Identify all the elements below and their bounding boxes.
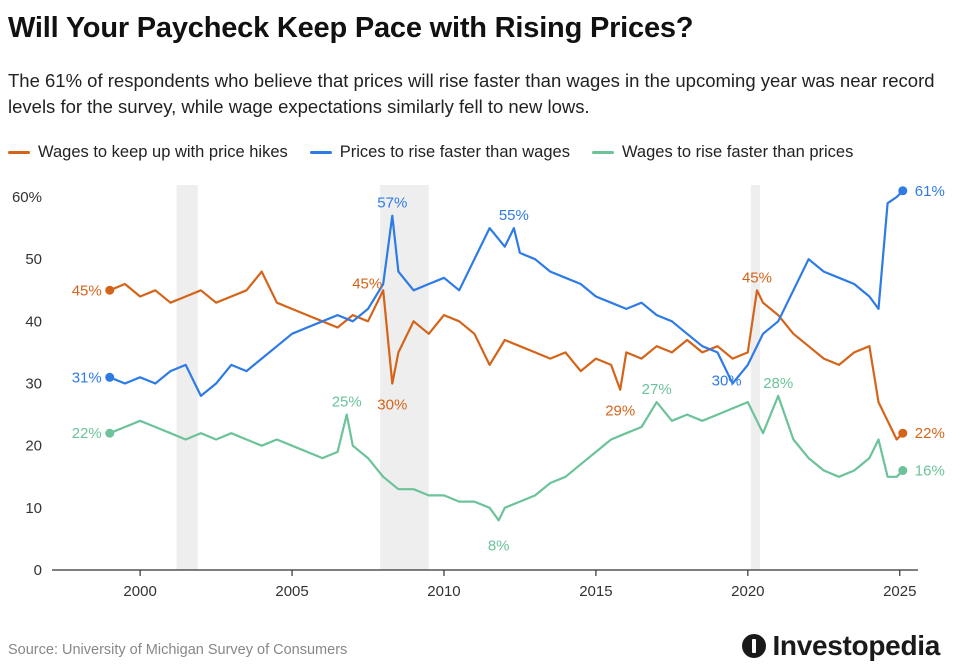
y-tick-label: 40 (25, 313, 42, 330)
data-label: 29% (605, 403, 635, 420)
y-tick-label: 0 (34, 562, 42, 579)
data-label: 8% (488, 537, 510, 554)
legend-item-wages-keep-up: Wages to keep up with price hikes (8, 143, 288, 162)
data-label: 57% (377, 195, 407, 212)
legend-swatch-orange (8, 151, 30, 154)
brand-logo: Investopedia (742, 630, 940, 662)
x-tick-label: 2015 (579, 583, 612, 600)
y-tick-label: 30 (25, 376, 42, 393)
brand-name: Investopedia (772, 630, 940, 661)
series-start-marker-wages-keep-up (105, 285, 115, 295)
y-tick-label: 10 (25, 500, 42, 517)
data-label: 55% (499, 207, 529, 224)
x-tick-label: 2005 (275, 583, 308, 600)
data-label: 27% (642, 381, 672, 398)
x-tick-label: 2020 (731, 583, 764, 600)
data-label: 16% (915, 463, 945, 480)
data-label: 61% (915, 183, 945, 200)
legend-swatch-blue (309, 151, 332, 154)
y-tick-label: 20 (25, 438, 42, 455)
recession-band-1 (380, 185, 429, 570)
legend-item-wages-faster: Wages to rise faster than prices (591, 143, 854, 162)
data-label: 30% (377, 397, 407, 414)
data-label: 45% (742, 269, 772, 286)
series-start-marker-prices-faster (105, 372, 115, 382)
data-label: 22% (915, 425, 945, 442)
series-start-marker-wages-faster (105, 428, 115, 438)
source-note: Source: University of Michigan Survey of… (8, 642, 348, 658)
series-line-prices-faster (108, 189, 904, 397)
data-label: 45% (72, 282, 102, 299)
legend: Wages to keep up with price hikes Prices… (8, 143, 853, 162)
data-label: 25% (332, 394, 362, 411)
series-end-marker-wages-faster (898, 466, 908, 476)
logo-icon (742, 634, 767, 658)
x-tick-label: 2000 (123, 583, 156, 600)
x-tick-label: 2025 (883, 583, 916, 600)
legend-item-prices-faster: Prices to rise faster than wages (309, 143, 570, 162)
recession-band-2 (750, 185, 760, 570)
legend-label-wages-faster: Wages to rise faster than prices (621, 143, 854, 161)
data-label: 31% (72, 369, 102, 386)
chart-subtitle: The 61% of respondents who believe that … (8, 70, 935, 117)
series-line-wages-faster (108, 394, 904, 522)
data-label: 45% (352, 275, 382, 292)
y-tick-label: 50 (25, 251, 42, 268)
legend-swatch-green (591, 151, 614, 154)
legend-label-prices-faster: Prices to rise faster than wages (339, 143, 570, 161)
y-tick-label: 60% (12, 189, 42, 206)
series-end-marker-wages-keep-up (898, 428, 908, 438)
chart-title: Will Your Paycheck Keep Pace with Rising… (8, 12, 694, 44)
series-line-wages-keep-up (108, 270, 904, 441)
data-label: 28% (763, 375, 793, 392)
series-end-marker-prices-faster (898, 186, 908, 196)
x-tick-label: 2010 (427, 583, 460, 600)
data-label: 30% (712, 373, 742, 390)
legend-label-wages-keep-up: Wages to keep up with price hikes (38, 143, 288, 161)
recession-band-0 (176, 185, 198, 570)
data-label: 22% (72, 425, 102, 442)
